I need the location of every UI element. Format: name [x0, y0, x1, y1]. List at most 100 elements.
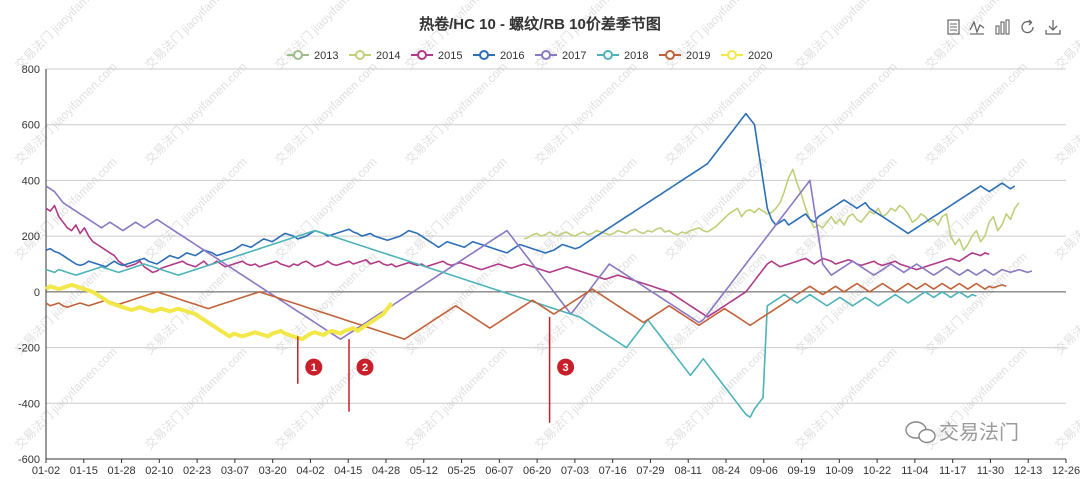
legend-item-2016[interactable]: 2016 — [473, 50, 524, 62]
legend-item-2019[interactable]: 2019 — [659, 50, 710, 62]
x-tick-label: 10-09 — [825, 465, 853, 477]
download-icon[interactable] — [1045, 20, 1061, 35]
x-tick-label: 10-22 — [863, 465, 891, 477]
x-tick-label: 11-04 — [901, 465, 928, 477]
brand-badge: 交易法门 — [905, 421, 1019, 444]
x-tick-label: 03-07 — [221, 465, 249, 477]
watermark-text: 交易法门 jiaoyifamen.com — [402, 154, 510, 262]
watermark-text: 交易法门 jiaoyifamen.com — [532, 249, 640, 357]
watermark-text: 交易法门 jiaoyifamen.com — [12, 249, 120, 357]
watermark-text: 交易法门 jiaoyifamen.com — [142, 249, 250, 357]
legend-label: 2020 — [748, 50, 772, 62]
legend-label: 2015 — [438, 50, 462, 62]
x-tick-label: 12-13 — [1014, 465, 1042, 477]
annotation-label: 1 — [311, 362, 317, 374]
annotation-badge-1: 1 — [305, 358, 323, 376]
x-tick-label: 03-20 — [259, 465, 287, 477]
brand-text: 交易法门 — [939, 421, 1019, 444]
series-line-2017 — [45, 179, 1033, 340]
annotation-layer: 1 2 3 — [297, 316, 575, 423]
x-tick-label: 02-10 — [145, 465, 173, 477]
x-tick-label: 01-28 — [107, 465, 135, 477]
data-view-icon[interactable] — [947, 19, 960, 35]
annotation-label: 3 — [563, 362, 569, 374]
watermark-text: 交易法门 jiaoyifamen.com — [272, 59, 380, 167]
legend-label: 2013 — [314, 50, 338, 62]
watermark-text: 交易法门 jiaoyifamen.com — [142, 154, 250, 262]
legend-item-2014[interactable]: 2014 — [349, 50, 400, 62]
x-tick-label: 05-12 — [410, 465, 438, 477]
watermark-text: 交易法门 jiaoyifamen.com — [792, 344, 900, 452]
x-tick-label: 11-30 — [977, 465, 1004, 477]
legend-label: 2018 — [624, 50, 648, 62]
watermark-text: 交易法门 jiaoyifamen.com — [792, 154, 900, 262]
watermark-text: 交易法门 jiaoyifamen.com — [1052, 344, 1080, 452]
x-tick-label: 06-20 — [523, 465, 551, 477]
x-tick-label: 01-15 — [70, 465, 98, 477]
watermark-text: 交易法门 jiaoyifamen.com — [142, 59, 250, 167]
y-tick-label: 400 — [22, 175, 40, 187]
watermark-text: 交易法门 jiaoyifamen.com — [662, 59, 770, 167]
watermark-text: 交易法门 jiaoyifamen.com — [792, 0, 900, 72]
legend-label: 2017 — [562, 50, 586, 62]
line-chart-icon[interactable] — [969, 20, 985, 35]
watermark-text: 交易法门 jiaoyifamen.com — [922, 0, 1030, 72]
legend-item-2020[interactable]: 2020 — [721, 50, 772, 62]
restore-icon[interactable] — [1021, 19, 1034, 34]
toolbox — [947, 19, 1061, 35]
y-axis: 800 600 400 200 0 -200 -400 -600 — [18, 64, 47, 466]
x-tick-label: 11-17 — [939, 465, 966, 477]
watermark-text: 交易法门 jiaoyifamen.com — [922, 154, 1030, 262]
x-tick-label: 08-11 — [675, 465, 702, 477]
legend: 2013 2014 2015 2016 2017 2018 2019 2020 — [287, 50, 772, 62]
x-tick-label: 09-06 — [750, 465, 778, 477]
y-tick-label: 200 — [22, 231, 40, 243]
series-line-2019 — [45, 282, 1007, 340]
y-tick-label: -600 — [18, 454, 40, 466]
series-layer — [44, 112, 1033, 418]
x-tick-label: 12-26 — [1052, 465, 1080, 477]
series-line-2018 — [45, 229, 977, 418]
x-tick-label: 07-03 — [561, 465, 589, 477]
y-tick-label: -200 — [18, 343, 40, 355]
x-tick-label: 04-15 — [334, 465, 362, 477]
x-tick-label: 08-24 — [712, 465, 740, 477]
watermark-text: 交易法门 jiaoyifamen.com — [532, 344, 640, 452]
legend-label: 2019 — [686, 50, 710, 62]
watermark-text: 交易法门 jiaoyifamen.com — [1052, 59, 1080, 167]
annotation-label: 2 — [362, 362, 368, 374]
x-tick-label: 04-02 — [296, 465, 324, 477]
series-line-2020 — [44, 282, 394, 342]
x-tick-label: 02-23 — [183, 465, 211, 477]
x-tick-label: 04-28 — [372, 465, 400, 477]
series-line-2014 — [523, 168, 1020, 251]
bar-chart-icon[interactable] — [995, 19, 1010, 35]
series-line-2016 — [45, 112, 1016, 268]
watermark-text: 交易法门 jiaoyifamen.com — [792, 59, 900, 167]
x-tick-label: 06-07 — [485, 465, 513, 477]
legend-item-2013[interactable]: 2013 — [287, 50, 338, 62]
watermark-text: 交易法门 jiaoyifamen.com — [12, 0, 120, 72]
watermark-text: 交易法门 jiaoyifamen.com — [1052, 0, 1080, 72]
x-tick-label: 05-25 — [447, 465, 475, 477]
watermark-text: 交易法门 jiaoyifamen.com — [532, 59, 640, 167]
legend-item-2017[interactable]: 2017 — [535, 50, 586, 62]
legend-item-2015[interactable]: 2015 — [411, 50, 462, 62]
x-axis: 01-02 01-15 01-28 02-10 02-23 03-07 03-20 04-02… — [32, 458, 1080, 477]
legend-label: 2014 — [376, 50, 400, 62]
legend-item-2018[interactable]: 2018 — [597, 50, 648, 62]
chart-title: 热卷/HC 10 - 螺纹/RB 10价差季节图 — [419, 15, 661, 33]
watermark-text: 交易法门 jiaoyifamen.com — [402, 344, 510, 452]
watermark-text: 交易法门 jiaoyifamen.com — [142, 0, 250, 72]
y-tick-label: 800 — [22, 64, 40, 76]
legend-label: 2016 — [500, 50, 524, 62]
y-tick-label: -400 — [18, 398, 40, 410]
annotation-badge-3: 3 — [557, 358, 575, 376]
watermark-text: 交易法门 jiaoyifamen.com — [272, 249, 380, 357]
x-tick-label: 07-16 — [599, 465, 627, 477]
y-tick-label: 0 — [34, 287, 40, 299]
x-tick-label: 07-29 — [636, 465, 664, 477]
y-tick-label: 600 — [22, 120, 40, 132]
x-tick-label: 09-19 — [787, 465, 815, 477]
